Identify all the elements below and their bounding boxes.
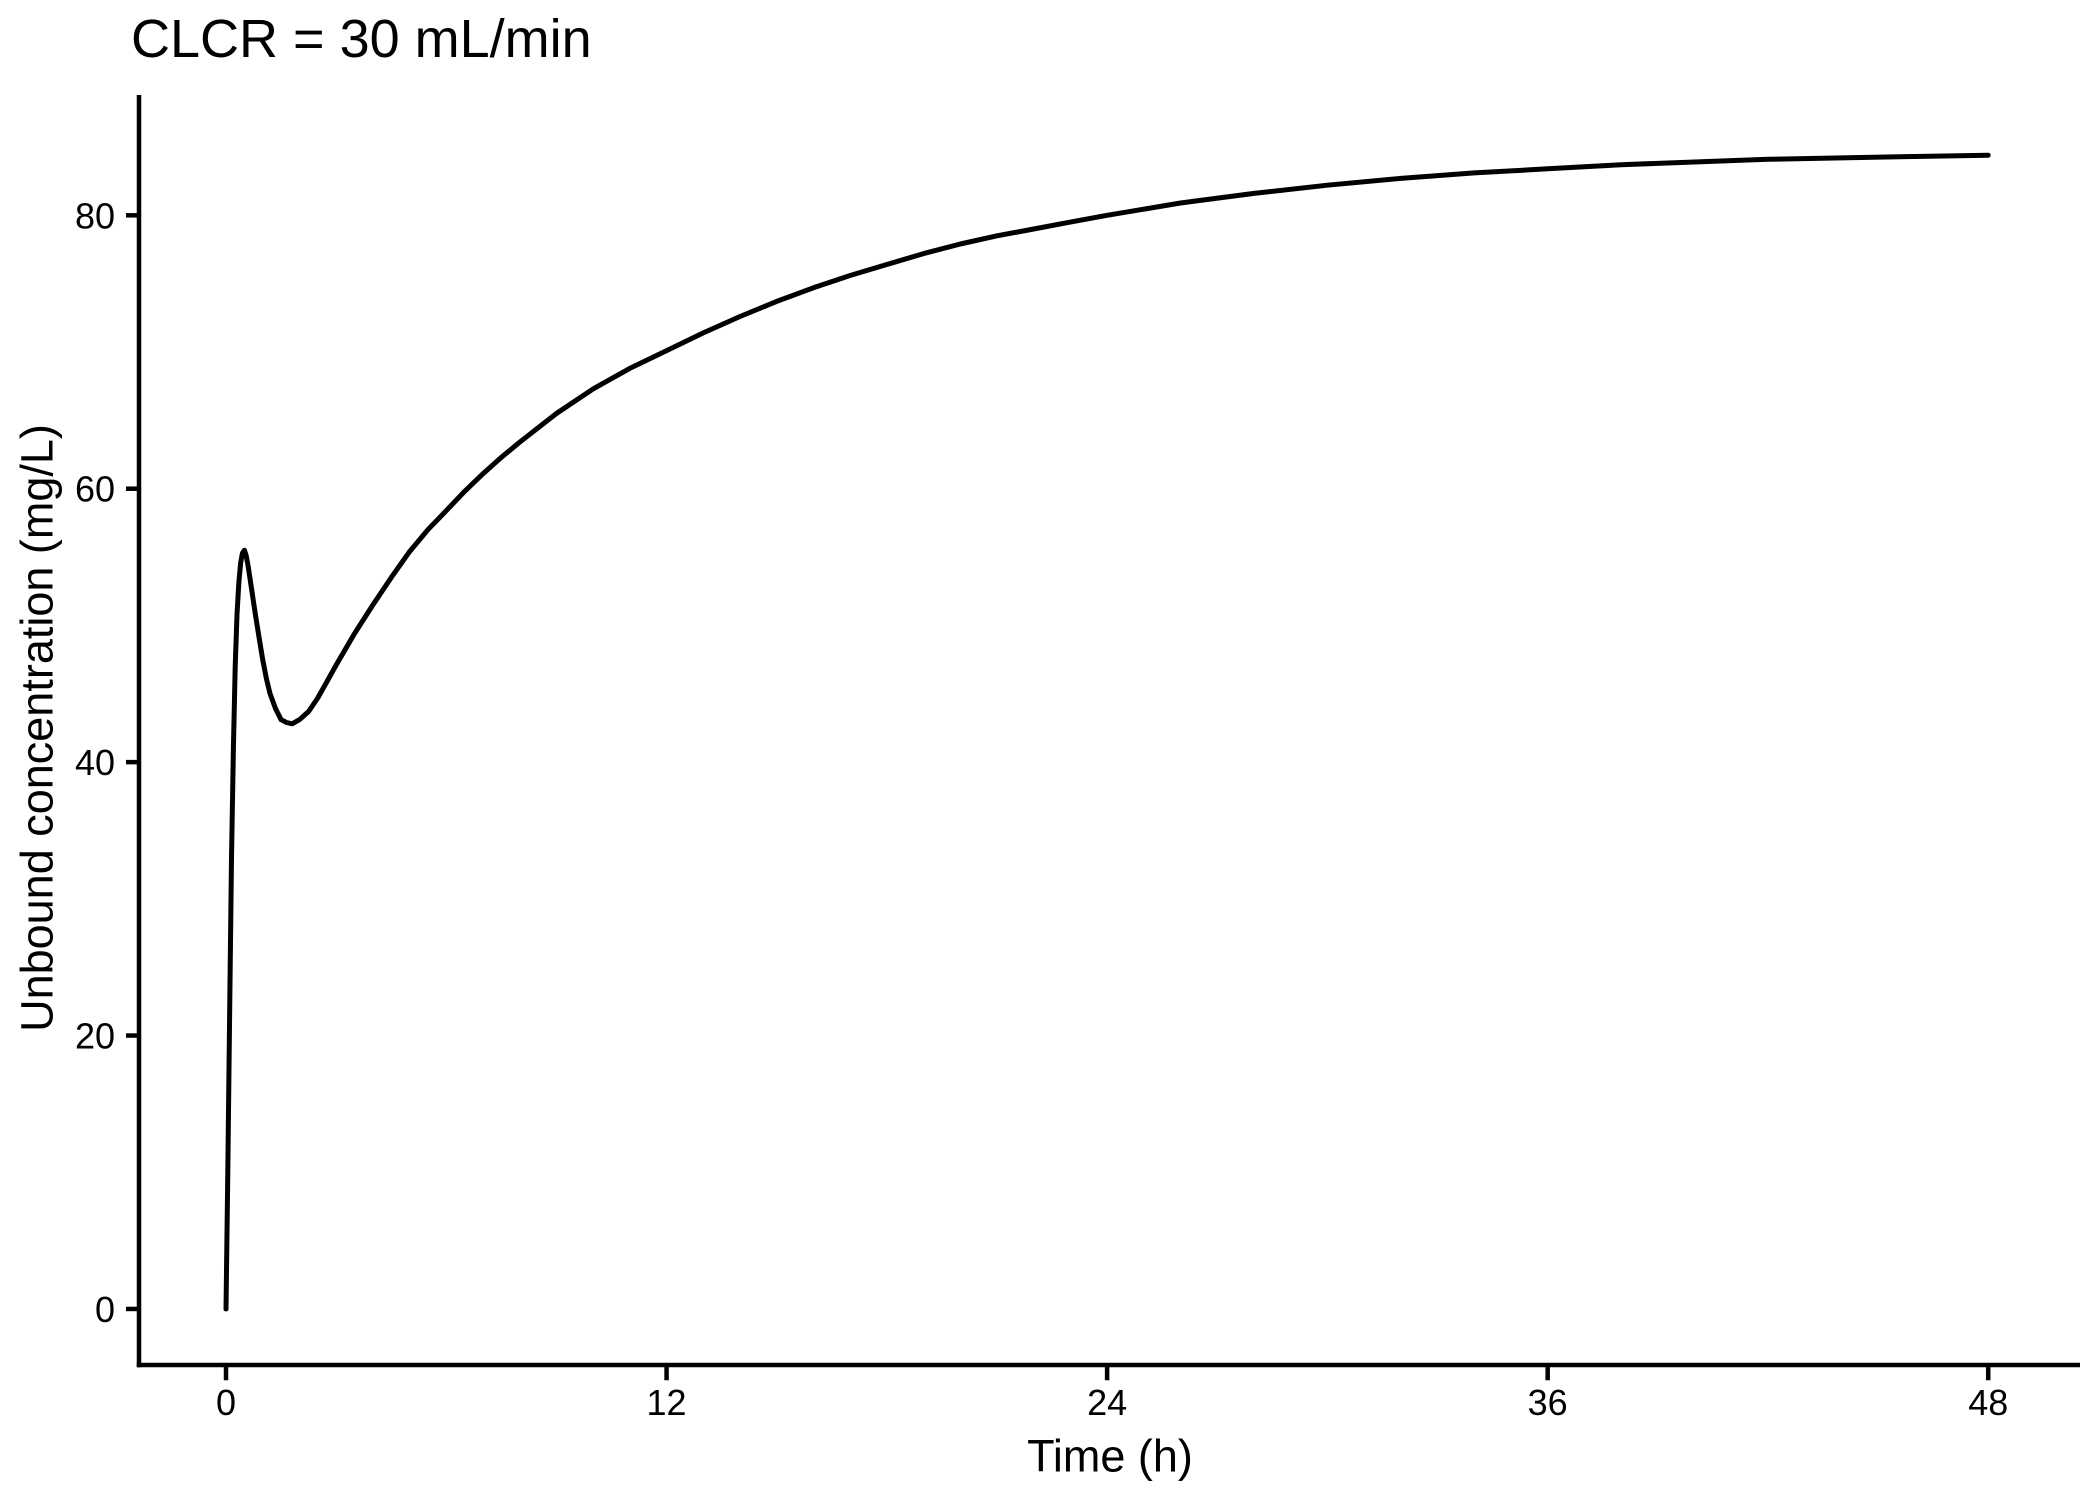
chart-title: CLCR = 30 mL/min bbox=[131, 9, 592, 69]
x-tick-label: 24 bbox=[1087, 1382, 1127, 1423]
x-tick-label: 0 bbox=[216, 1382, 236, 1423]
y-tick-label: 20 bbox=[75, 1016, 115, 1057]
x-tick-label: 12 bbox=[647, 1382, 687, 1423]
x-axis-title: Time (h) bbox=[1027, 1430, 1193, 1482]
y-tick-label: 40 bbox=[75, 742, 115, 783]
y-tick-label: 60 bbox=[75, 469, 115, 510]
x-tick-label: 48 bbox=[1968, 1382, 2008, 1423]
y-tick-label: 0 bbox=[95, 1289, 115, 1330]
concentration-curve bbox=[223, 152, 1991, 1312]
x-tick-label: 36 bbox=[1528, 1382, 1568, 1423]
y-tick-label: 80 bbox=[75, 195, 115, 236]
